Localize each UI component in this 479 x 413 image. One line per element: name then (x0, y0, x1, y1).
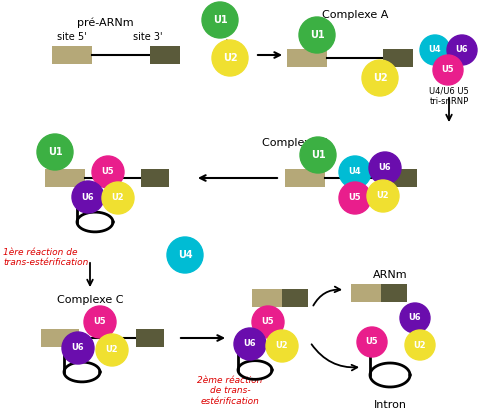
Bar (141, 169, 169, 187)
Circle shape (212, 40, 248, 76)
Text: U6: U6 (244, 339, 256, 349)
Text: U1: U1 (311, 150, 325, 160)
Text: U2: U2 (106, 346, 118, 354)
Text: U5: U5 (94, 318, 106, 327)
Text: U1: U1 (48, 147, 62, 157)
Text: 1ère réaction de
trans-estérification: 1ère réaction de trans-estérification (3, 248, 88, 267)
Circle shape (420, 35, 450, 65)
Circle shape (369, 152, 401, 184)
Text: U4: U4 (349, 168, 361, 176)
Text: site 5': site 5' (57, 32, 87, 42)
Text: Intron: Intron (374, 400, 407, 410)
Text: pré-ARNm: pré-ARNm (77, 18, 133, 28)
Text: U2: U2 (276, 342, 288, 351)
Text: U6: U6 (72, 344, 84, 353)
Circle shape (400, 303, 430, 333)
Text: U6: U6 (82, 192, 94, 202)
Bar (136, 329, 164, 347)
Bar (383, 49, 413, 67)
Circle shape (300, 137, 336, 173)
Text: Complexe A: Complexe A (322, 10, 388, 20)
Bar (351, 284, 383, 302)
Bar (282, 289, 308, 307)
Text: U6: U6 (409, 313, 422, 323)
Circle shape (84, 306, 116, 338)
Text: U5: U5 (102, 168, 114, 176)
Bar (287, 49, 327, 67)
Text: 2ème réaction
de trans-
estérification: 2ème réaction de trans- estérification (197, 376, 262, 406)
Circle shape (405, 330, 435, 360)
Circle shape (433, 55, 463, 85)
Text: Complexe B: Complexe B (262, 138, 328, 148)
Circle shape (447, 35, 477, 65)
Text: ARNm: ARNm (373, 270, 407, 280)
Circle shape (362, 60, 398, 96)
Text: U4: U4 (429, 45, 441, 55)
Text: U2: U2 (414, 340, 426, 349)
Text: U4/U6 U5
tri-snRNP: U4/U6 U5 tri-snRNP (429, 87, 469, 107)
Circle shape (339, 156, 371, 188)
Circle shape (167, 237, 203, 273)
Text: U1: U1 (213, 15, 228, 25)
Circle shape (37, 134, 73, 170)
Text: U6: U6 (456, 45, 468, 55)
Text: U4: U4 (178, 250, 192, 260)
Text: U5: U5 (262, 318, 274, 327)
Circle shape (252, 306, 284, 338)
Text: U2: U2 (373, 73, 388, 83)
Text: U6: U6 (379, 164, 391, 173)
Circle shape (367, 180, 399, 212)
Circle shape (102, 182, 134, 214)
Bar (41, 329, 79, 347)
Circle shape (92, 156, 124, 188)
Bar (381, 284, 407, 302)
Text: U2: U2 (112, 194, 125, 202)
Text: U2: U2 (376, 192, 389, 200)
Text: Complexe C: Complexe C (57, 295, 123, 305)
Bar (150, 46, 180, 64)
Bar (252, 289, 284, 307)
Text: U1: U1 (310, 30, 324, 40)
Circle shape (62, 332, 94, 364)
Circle shape (299, 17, 335, 53)
Bar (52, 46, 92, 64)
Circle shape (266, 330, 298, 362)
Text: U2: U2 (223, 53, 237, 63)
Bar (285, 169, 325, 187)
Bar (387, 169, 417, 187)
Circle shape (72, 181, 104, 213)
Text: U5: U5 (349, 194, 361, 202)
Circle shape (234, 328, 266, 360)
Circle shape (96, 334, 128, 366)
Text: U5: U5 (365, 337, 378, 347)
Circle shape (339, 182, 371, 214)
Text: site 3': site 3' (133, 32, 163, 42)
Text: U5: U5 (442, 66, 454, 74)
Circle shape (357, 327, 387, 357)
Circle shape (202, 2, 238, 38)
Bar (45, 169, 85, 187)
